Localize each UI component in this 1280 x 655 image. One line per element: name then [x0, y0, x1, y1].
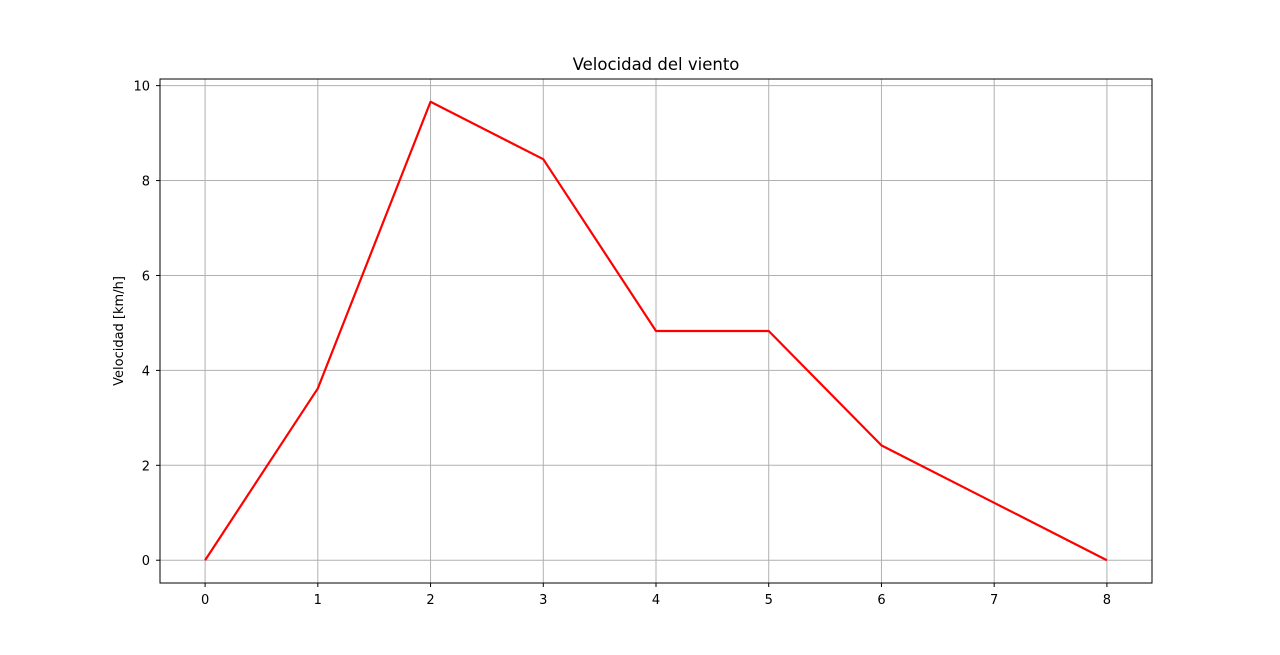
y-tick-label: 2 [142, 459, 150, 474]
ticks: 0 1 2 3 4 5 6 7 8 0 2 4 6 8 10 [133, 80, 1111, 608]
x-tick-label: 7 [990, 593, 998, 608]
x-tick-label: 6 [877, 593, 885, 608]
y-tick-label: 8 [142, 175, 150, 190]
x-tick-label: 2 [426, 593, 434, 608]
y-axis-label: Velocidad [km/h] [112, 276, 127, 386]
y-tick-label: 10 [133, 80, 150, 95]
y-tick-label: 6 [142, 269, 150, 284]
x-tick-label: 8 [1103, 593, 1111, 608]
x-tick-label: 4 [652, 593, 660, 608]
series-layer [204, 100, 1108, 562]
x-tick-label: 5 [765, 593, 773, 608]
y-tick-label: 0 [142, 554, 150, 569]
y-tick-label: 4 [142, 364, 150, 379]
x-tick-label: 3 [539, 593, 547, 608]
x-tick-label: 0 [201, 593, 209, 608]
x-tick-label: 1 [314, 593, 322, 608]
series-line-0 [204, 100, 1108, 562]
chart-title: Velocidad del viento [573, 55, 740, 74]
